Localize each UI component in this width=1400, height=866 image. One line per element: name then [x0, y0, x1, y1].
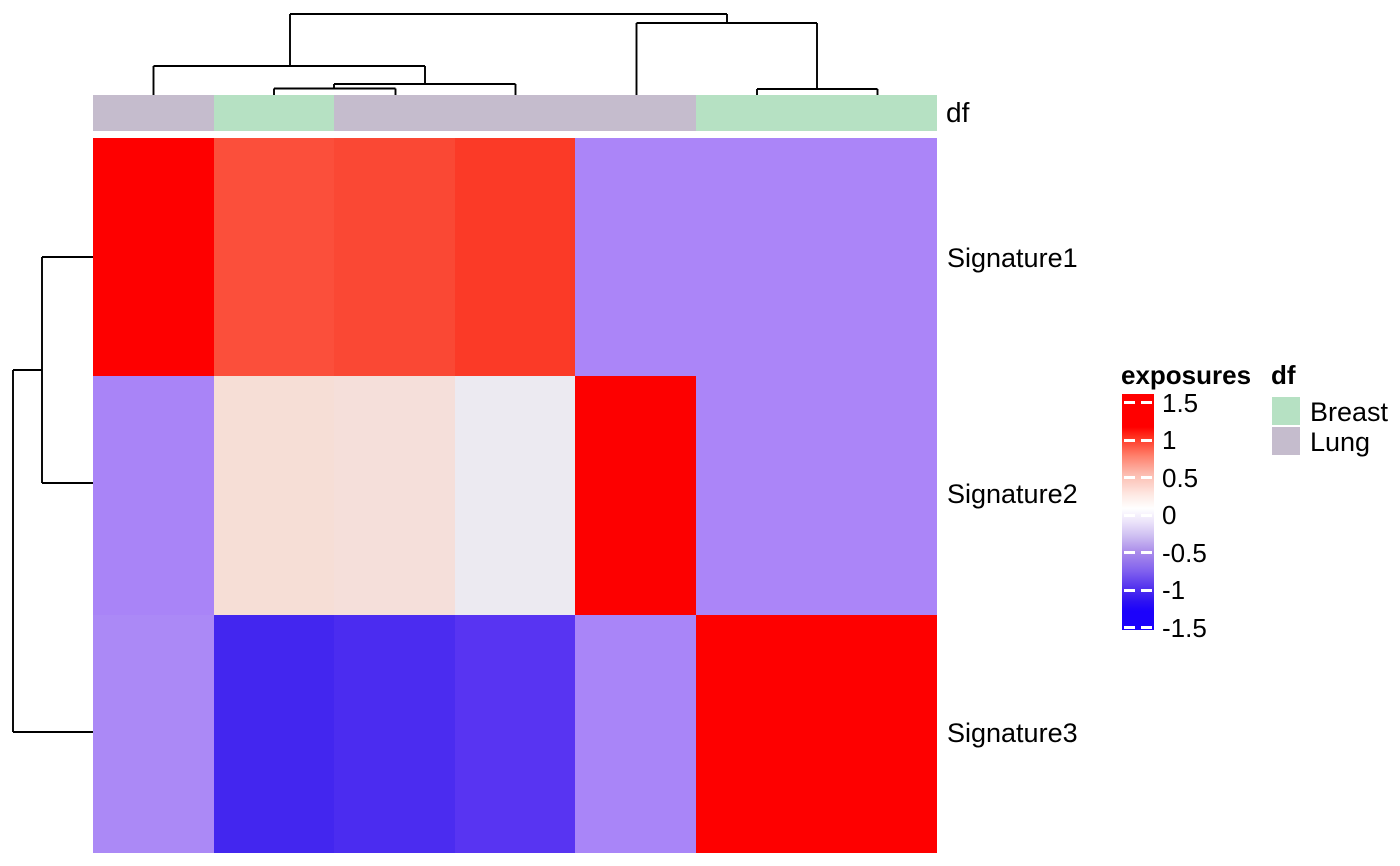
heatmap-cell-r1c1	[93, 138, 214, 377]
column-dendrogram	[152, 13, 879, 95]
heatmap-cell-r2c2	[213, 376, 334, 615]
df-legend-label-breast: Breast	[1310, 397, 1389, 427]
row-label-signature3: Signature3	[947, 718, 1078, 748]
annotation-cell-6-breast	[695, 95, 817, 131]
df-legend-swatch-breast	[1272, 397, 1300, 425]
annotation-cell-4-lung	[454, 95, 576, 131]
df-legend-label-lung: Lung	[1310, 427, 1371, 457]
colorbar-tick-label-1.5: 1.5	[1162, 387, 1199, 418]
colorbar-tick-mark	[1141, 588, 1152, 592]
colorbar-tick-mark	[1141, 476, 1152, 479]
colorbar-tick-mark	[1124, 401, 1135, 404]
colorbar-tick-mark	[1141, 626, 1152, 629]
annotation-cell-7-breast	[816, 95, 937, 131]
colorbar-tick-mark	[1124, 513, 1135, 517]
colorbar-tick-label--1.5: -1.5	[1162, 612, 1207, 643]
colorbar-tick-label-1: 1	[1162, 425, 1177, 455]
colorbar-tick-mark	[1141, 438, 1152, 442]
colorbar-tick-label-0: 0	[1162, 500, 1177, 530]
annotation-track-label: df	[946, 97, 970, 128]
heatmap-cell-r2c6	[695, 376, 816, 615]
heatmap-cell-r3c7	[816, 614, 937, 853]
heatmap-cell-r1c4	[454, 138, 575, 377]
heatmap-cell-r1c7	[816, 138, 937, 377]
colorbar-tick-label-0.5: 0.5	[1162, 462, 1199, 493]
heatmap-cell-r3c4	[454, 614, 575, 853]
heatmap-grid	[93, 138, 937, 853]
colorbar-tick-mark	[1141, 513, 1152, 517]
heatmap-cell-r1c2	[213, 138, 334, 377]
column-annotation-bar	[93, 95, 937, 131]
heatmap-cell-r2c5	[575, 376, 696, 615]
row-label-signature1: Signature1	[947, 243, 1078, 273]
heatmap-cell-r3c1	[93, 614, 214, 853]
legend-df-title: df	[1271, 360, 1296, 390]
annotation-cell-1-lung	[93, 95, 214, 131]
annotation-cell-3-lung	[334, 95, 455, 131]
heatmap-cell-r1c3	[334, 138, 455, 377]
row-dendrogram	[12, 256, 93, 733]
heatmap-cell-r2c4	[454, 376, 575, 615]
colorbar-tick-mark	[1124, 626, 1135, 629]
legend-exposures-title: exposures	[1121, 360, 1252, 390]
colorbar-tick-mark	[1141, 551, 1152, 554]
exposures-colorbar	[1122, 394, 1154, 630]
heatmap-cell-r3c2	[213, 614, 334, 853]
heatmap-cell-r2c7	[816, 376, 937, 615]
colorbar-tick-mark	[1141, 401, 1152, 404]
heatmap-cell-r3c6	[695, 614, 816, 853]
heatmap-cell-r2c3	[334, 376, 455, 615]
row-label-signature2: Signature2	[947, 479, 1078, 509]
heatmap-cell-r2c1	[93, 376, 214, 615]
colorbar-tick-mark	[1124, 438, 1135, 442]
heatmap-cell-r3c3	[334, 614, 455, 853]
colorbar-tick-label--0.5: -0.5	[1162, 537, 1207, 568]
heatmap-cell-r1c6	[695, 138, 816, 377]
heatmap-cell-r3c5	[575, 614, 696, 853]
colorbar-tick-mark	[1124, 588, 1135, 592]
annotation-cell-2-breast	[213, 95, 335, 131]
colorbar-tick-mark	[1124, 551, 1135, 554]
colorbar-tick-mark	[1124, 476, 1135, 479]
annotation-cell-5-lung	[575, 95, 696, 131]
heatmap-cell-r1c5	[575, 138, 696, 377]
colorbar-tick-label--1: -1	[1162, 575, 1186, 605]
df-legend-swatch-lung	[1272, 427, 1300, 455]
